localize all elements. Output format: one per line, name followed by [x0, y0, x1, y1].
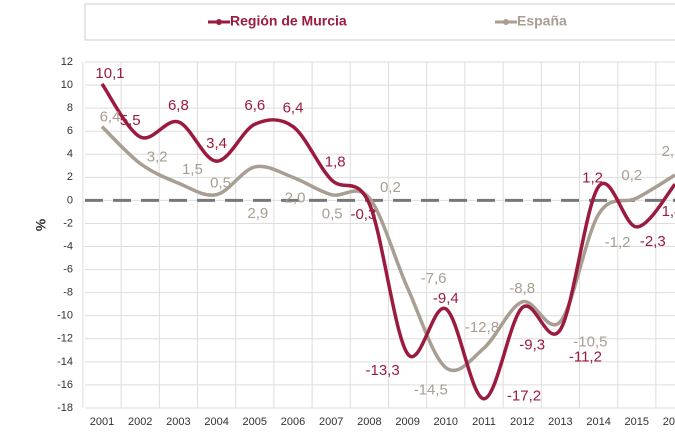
x-tick-label: 2002 — [128, 416, 152, 428]
x-tick-label: 2010 — [434, 416, 458, 428]
y-tick-label: -6 — [63, 264, 73, 276]
x-tick-label: 2001 — [90, 416, 114, 428]
x-tick-label: 2015 — [625, 416, 649, 428]
legend-marker — [216, 19, 222, 25]
data-label: 0,5 — [322, 206, 343, 223]
data-label: 0,2 — [380, 179, 401, 196]
data-label: -9,4 — [433, 290, 459, 307]
data-label: 6,8 — [168, 97, 189, 114]
y-tick-label: -16 — [57, 379, 73, 391]
data-label: 6,6 — [244, 97, 265, 114]
data-label: 3,2 — [147, 148, 168, 165]
legend-box — [84, 3, 675, 41]
data-label: -11,2 — [569, 349, 602, 366]
legend-label: España — [517, 13, 567, 29]
y-axis-label: % — [33, 218, 49, 231]
data-label: -13,3 — [365, 362, 399, 379]
x-tick-label: 2004 — [204, 416, 228, 428]
data-label: 0,5 — [210, 175, 231, 192]
x-tick-label: 2009 — [395, 416, 419, 428]
y-tick-label: -14 — [57, 356, 73, 368]
data-label: -17,2 — [507, 388, 541, 405]
data-label: -2,3 — [640, 233, 666, 250]
data-label: 5,5 — [120, 112, 141, 129]
data-label: 1,4 — [662, 203, 675, 220]
y-tick-label: 4 — [67, 148, 73, 160]
y-tick-label: 6 — [67, 125, 73, 137]
data-label: -7,6 — [421, 270, 447, 287]
y-tick-label: 2 — [67, 171, 73, 183]
x-tick-label: 2005 — [243, 416, 267, 428]
y-tick-label: -4 — [63, 240, 73, 252]
x-tick-label: 2012 — [510, 416, 534, 428]
data-label: 2,2 — [662, 143, 675, 160]
data-label: 1,2 — [582, 170, 603, 187]
series-line — [100, 125, 675, 373]
y-tick-label: 8 — [67, 102, 73, 114]
data-label: -9,3 — [519, 337, 545, 354]
data-label: -8,8 — [509, 280, 535, 297]
x-tick-label: 2003 — [166, 416, 190, 428]
x-tick-label: 2016 — [663, 416, 675, 428]
data-label: -12,8 — [465, 319, 499, 336]
x-tick-label: 2013 — [548, 416, 572, 428]
y-tick-label: 10 — [61, 79, 73, 91]
y-tick-label: -10 — [57, 310, 73, 322]
y-tick-label: -12 — [57, 333, 73, 345]
y-tick-label: -18 — [57, 402, 73, 414]
data-label: 6,4 — [283, 100, 304, 117]
x-tick-label: 2007 — [319, 416, 343, 428]
y-tick-label: 12 — [61, 56, 73, 68]
legend-marker — [503, 19, 509, 25]
data-label: 3,4 — [206, 135, 227, 152]
x-tick-label: 2006 — [281, 416, 305, 428]
y-tick-label: -2 — [63, 217, 73, 229]
data-label: -1,2 — [605, 234, 631, 251]
data-label: 1,5 — [182, 161, 203, 178]
series-line — [100, 82, 675, 401]
data-label: -10,5 — [573, 333, 607, 350]
data-label: 6,4 — [100, 109, 121, 126]
data-label: 10,1 — [95, 65, 124, 82]
data-label: -0,3 — [350, 206, 376, 223]
data-label: 1,8 — [325, 154, 346, 171]
data-label: 2,9 — [247, 205, 268, 222]
x-tick-label: 2014 — [586, 416, 610, 428]
y-tick-label: -8 — [63, 287, 73, 299]
x-tick-label: 2011 — [472, 416, 496, 428]
data-label: 0,2 — [621, 167, 642, 184]
x-tick-label: 2008 — [357, 416, 381, 428]
legend-label: Región de Murcia — [230, 13, 347, 29]
y-tick-label: 0 — [67, 194, 73, 206]
data-label: 2,0 — [285, 189, 306, 206]
data-label: -14,5 — [414, 382, 448, 399]
